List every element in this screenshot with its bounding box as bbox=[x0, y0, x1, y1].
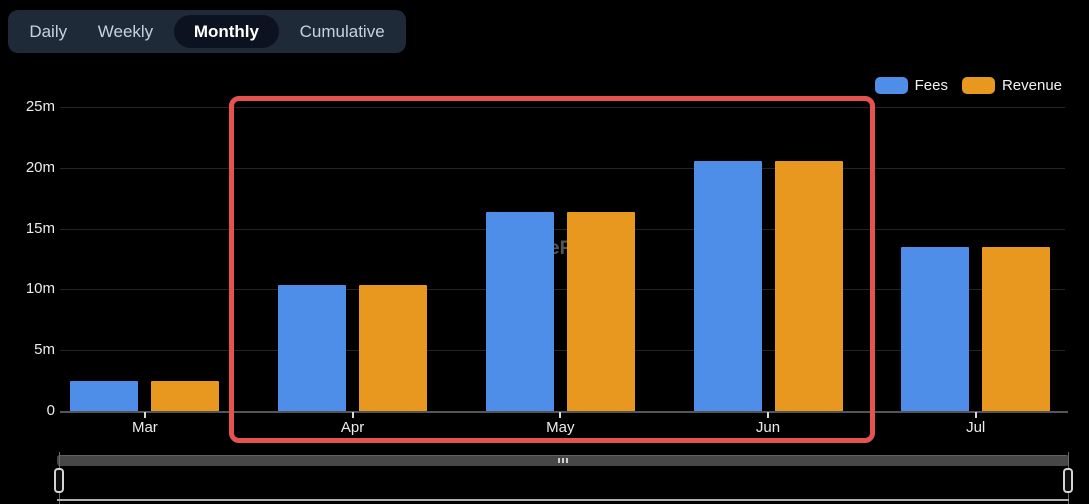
fees-swatch-icon bbox=[874, 77, 908, 94]
x-axis-label: Jul bbox=[966, 419, 986, 436]
revenue-swatch-icon bbox=[961, 77, 995, 94]
legend-label-revenue: Revenue bbox=[1001, 77, 1062, 94]
bar-fees-jun[interactable] bbox=[693, 160, 762, 411]
bar-fees-jul[interactable] bbox=[901, 246, 970, 411]
x-axis-label: Mar bbox=[131, 419, 158, 436]
tab-weekly[interactable]: Weekly bbox=[88, 17, 163, 46]
bar-fees-apr[interactable] bbox=[278, 284, 347, 411]
y-axis-tick-label: 20m bbox=[25, 158, 55, 176]
range-navigator bbox=[0, 448, 1089, 504]
navigator-handle-right[interactable] bbox=[1063, 468, 1073, 493]
x-axis-tick bbox=[351, 412, 354, 418]
x-axis-tick bbox=[559, 412, 562, 418]
bar-revenue-jul[interactable] bbox=[982, 246, 1051, 411]
navigator-bottom-border bbox=[57, 499, 1069, 501]
watermark: eF bbox=[549, 238, 572, 259]
legend-item-revenue[interactable]: Revenue bbox=[961, 77, 1062, 94]
gridline bbox=[60, 228, 1065, 230]
legend-label-fees: Fees bbox=[914, 77, 948, 94]
bar-fees-may[interactable] bbox=[485, 211, 554, 411]
x-axis-label: Jun bbox=[755, 419, 781, 436]
bar-revenue-may[interactable] bbox=[566, 211, 635, 411]
y-axis-tick-label: 5m bbox=[34, 341, 55, 359]
gridline bbox=[60, 167, 1065, 169]
navigator-scrollbar[interactable] bbox=[57, 455, 1069, 466]
x-axis-tick bbox=[143, 412, 146, 418]
interval-tabbar: Daily Weekly Monthly Cumulative bbox=[8, 10, 406, 53]
gridline bbox=[60, 107, 1065, 108]
x-axis-tick bbox=[974, 412, 977, 418]
y-axis-tick-label: 25m bbox=[25, 98, 55, 115]
navigator-handle-left[interactable] bbox=[54, 468, 64, 493]
bar-revenue-apr[interactable] bbox=[359, 284, 428, 411]
tab-daily[interactable]: Daily bbox=[19, 17, 77, 46]
gridline bbox=[60, 350, 1065, 352]
y-axis-tick-label: 0 bbox=[46, 402, 55, 419]
x-axis-label: Apr bbox=[340, 419, 365, 436]
x-axis-label: May bbox=[546, 419, 575, 436]
x-axis-line bbox=[60, 411, 1068, 413]
tab-monthly[interactable]: Monthly bbox=[173, 15, 279, 48]
annotation-rectangle bbox=[229, 96, 875, 443]
gridline bbox=[60, 289, 1065, 291]
bar-fees-mar[interactable] bbox=[70, 380, 139, 411]
tab-cumulative[interactable]: Cumulative bbox=[290, 17, 395, 46]
bar-revenue-jun[interactable] bbox=[774, 160, 843, 411]
x-axis-tick bbox=[767, 412, 769, 418]
bar-revenue-mar[interactable] bbox=[151, 380, 220, 411]
drag-grip-icon[interactable] bbox=[558, 458, 568, 463]
legend-item-fees[interactable]: Fees bbox=[874, 77, 948, 94]
chart-legend: Fees Revenue bbox=[874, 77, 1062, 94]
y-axis-tick-label: 10m bbox=[25, 280, 55, 298]
y-axis-tick-label: 15m bbox=[25, 219, 55, 237]
